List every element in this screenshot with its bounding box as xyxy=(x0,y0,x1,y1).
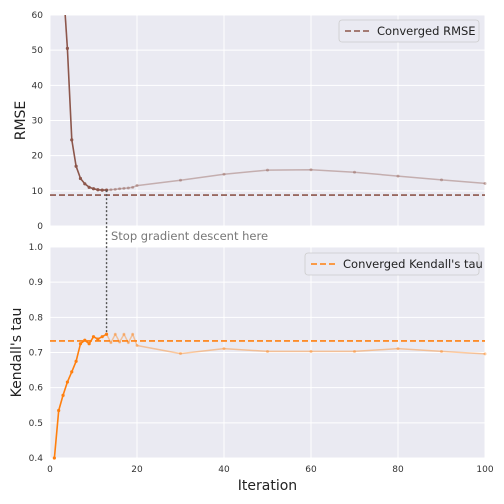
series-point xyxy=(440,178,443,182)
series-point xyxy=(309,349,313,353)
series-line-offscale xyxy=(64,14,69,49)
series-point xyxy=(74,164,78,168)
series-point xyxy=(52,456,56,460)
series-point xyxy=(309,168,313,172)
stop-annotation: Stop gradient descent here xyxy=(111,229,268,243)
series-point xyxy=(135,343,139,347)
x-tick-label: 100 xyxy=(476,465,493,475)
series-point xyxy=(113,332,117,336)
series-point xyxy=(83,182,87,186)
series-line-before-stop xyxy=(66,48,107,191)
x-tick-label: 60 xyxy=(305,465,317,475)
series-point xyxy=(91,187,96,191)
series-point xyxy=(109,341,113,345)
series-point xyxy=(396,174,400,178)
iteration-x-ticks: 0 20 40 60 80 100 xyxy=(47,465,494,475)
kendall-tau-legend: Converged Kendall's tau xyxy=(304,252,483,276)
rmse-legend-label: Converged RMSE xyxy=(377,24,476,38)
kendall-tau-legend-box xyxy=(304,252,480,276)
y-tick-label: 50 xyxy=(32,46,44,56)
series-point xyxy=(65,46,69,51)
series-point xyxy=(118,187,122,191)
series-point xyxy=(396,347,400,351)
rmse-legend: Converged RMSE xyxy=(338,19,480,43)
series-point xyxy=(78,342,83,346)
series-point xyxy=(483,181,487,185)
rmse-grid xyxy=(49,14,486,227)
series-point xyxy=(65,380,69,384)
series-point xyxy=(100,335,104,339)
series-point xyxy=(113,187,117,191)
kendall-tau-y-axis-label: Kendall's tau xyxy=(9,308,25,398)
series-point xyxy=(109,188,113,192)
series-point xyxy=(131,332,135,336)
series-point xyxy=(78,176,83,181)
y-tick-label: 40 xyxy=(32,81,44,91)
y-tick-label: 0.4 xyxy=(29,454,44,464)
series-point xyxy=(96,188,100,192)
y-tick-label: 20 xyxy=(32,152,44,162)
series-point xyxy=(440,349,443,353)
series-point xyxy=(353,170,356,174)
series-point xyxy=(266,349,269,353)
y-tick-label: 0 xyxy=(37,222,43,232)
series-line-after-stop xyxy=(105,333,486,355)
kendall-tau-series xyxy=(52,332,487,460)
rmse-panel: 0 10 20 30 40 50 60 Converged RMSE RMSE xyxy=(13,11,487,232)
series-point xyxy=(83,338,87,342)
x-tick-label: 40 xyxy=(218,465,230,475)
x-axis-label: Iteration xyxy=(238,478,297,494)
series-point xyxy=(61,393,65,398)
kendall-tau-panel: 0.4 0.5 0.6 0.7 0.8 0.9 1.0 0 20 40 60 80 100 Conve… xyxy=(9,243,494,494)
y-tick-label: 0.9 xyxy=(29,278,44,288)
series-point xyxy=(70,370,74,374)
series-point xyxy=(74,359,78,363)
y-tick-label: 60 xyxy=(32,11,44,21)
y-tick-label: 10 xyxy=(32,187,44,197)
series-point xyxy=(122,186,126,190)
kendall-tau-y-ticks: 0.4 0.5 0.6 0.7 0.8 0.9 1.0 xyxy=(29,243,44,464)
y-tick-label: 0.7 xyxy=(29,349,43,359)
series-point xyxy=(179,352,182,356)
series-point xyxy=(135,184,139,188)
y-tick-label: 0.6 xyxy=(29,384,44,394)
series-point xyxy=(126,186,130,190)
y-tick-label: 1.0 xyxy=(29,243,44,253)
series-point xyxy=(222,347,226,351)
x-tick-label: 80 xyxy=(392,465,404,475)
series-point xyxy=(179,178,182,182)
series-point xyxy=(100,188,104,192)
series-point xyxy=(131,185,135,189)
series-point xyxy=(353,349,356,353)
rmse-series xyxy=(64,14,487,192)
x-tick-label: 20 xyxy=(131,465,143,475)
y-tick-label: 0.5 xyxy=(29,419,43,429)
series-line-after-stop xyxy=(106,168,486,191)
series-point xyxy=(87,342,91,346)
kendall-tau-grid xyxy=(49,246,486,459)
series-point xyxy=(222,172,226,176)
y-tick-label: 30 xyxy=(32,117,44,127)
series-point xyxy=(91,335,96,339)
rmse-y-ticks: 0 10 20 30 40 50 60 xyxy=(32,11,44,232)
series-point xyxy=(122,332,126,336)
series-point xyxy=(70,138,74,142)
series-point xyxy=(266,168,269,172)
y-tick-label: 0.8 xyxy=(29,313,44,323)
series-point xyxy=(87,185,91,189)
x-tick-label: 0 xyxy=(47,465,53,475)
series-point xyxy=(126,341,130,345)
series-point xyxy=(96,337,100,341)
rmse-legend-box xyxy=(338,19,480,43)
series-point xyxy=(483,352,487,356)
rmse-y-axis-label: RMSE xyxy=(13,101,29,141)
kendall-tau-legend-label: Converged Kendall's tau xyxy=(343,257,483,271)
series-point xyxy=(57,408,61,413)
